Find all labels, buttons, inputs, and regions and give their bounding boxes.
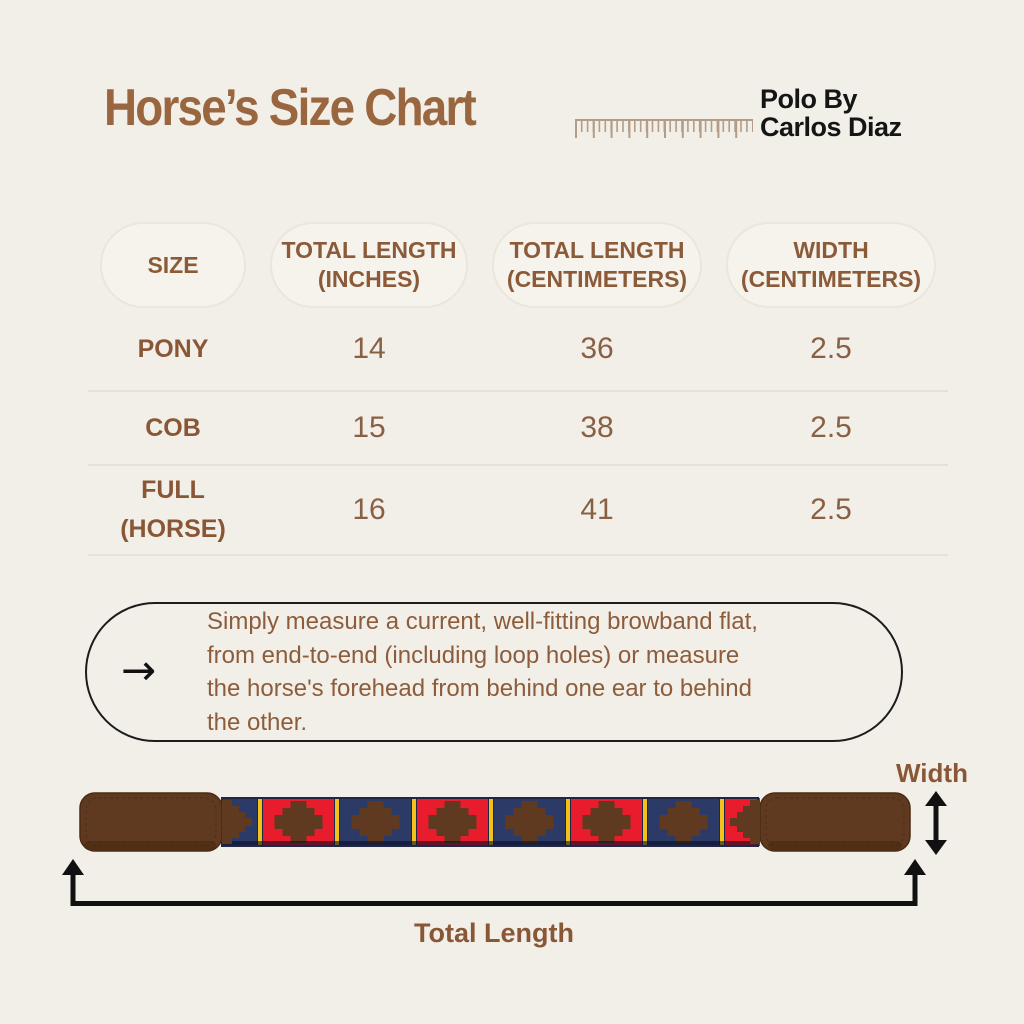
value-cell: 38 — [580, 411, 614, 444]
size-cell: FULL (HORSE) — [120, 476, 226, 543]
page-title: Horse’s Size Chart — [104, 79, 477, 137]
band-pattern — [221, 797, 760, 847]
column-header-label: SIZE — [147, 251, 199, 278]
table-row-pony: PONY 14 36 2.5 — [88, 308, 948, 390]
brand-logo: Polo By Carlos Diaz — [760, 84, 902, 142]
value-cell: 2.5 — [810, 493, 852, 526]
row-divider — [88, 464, 948, 466]
column-header-label: TOTAL LENGTH — [281, 237, 457, 264]
column-header-total-length-inches: TOTAL LENGTH (INCHES) — [270, 222, 468, 308]
measuring-note-text: Simply measure a current, well-fitting b… — [207, 605, 885, 739]
value-cell: 36 — [580, 332, 614, 365]
width-double-arrow-icon — [925, 791, 947, 855]
value-cell: 15 — [352, 411, 386, 444]
leather-end-left — [79, 792, 252, 852]
column-header-unit: (CENTIMETERS) — [740, 266, 922, 292]
column-header-label: TOTAL LENGTH — [509, 237, 685, 264]
row-divider — [88, 554, 948, 556]
total-length-bracket-icon — [62, 859, 926, 906]
note-line: the other. — [207, 708, 308, 736]
value-cell: 2.5 — [810, 332, 852, 365]
size-cell: COB — [145, 413, 201, 442]
total-length-label: Total Length — [414, 918, 574, 948]
brand-line1: Polo By — [760, 84, 858, 114]
measuring-note-box: → Simply measure a current, well-fitting… — [85, 602, 903, 742]
note-line: the horse's forehead from behind one ear… — [207, 675, 752, 702]
column-header-label: WIDTH — [793, 237, 869, 264]
browband-illustration — [79, 792, 911, 852]
column-header-size: SIZE — [100, 222, 246, 308]
right-arrow-icon: → — [121, 645, 157, 695]
table-header-row: SIZE TOTAL LENGTH (INCHES) TOTAL LENGTH … — [88, 222, 948, 308]
column-header-unit: (CENTIMETERS) — [506, 266, 688, 292]
note-line: from end-to-end (including loop holes) o… — [207, 641, 740, 669]
column-header-unit: (INCHES) — [317, 266, 421, 292]
value-cell: 2.5 — [810, 411, 852, 444]
note-line: Simply measure a current, well-fitting b… — [207, 607, 758, 635]
table-row-full-horse: FULL (HORSE) 16 41 2.5 — [88, 466, 948, 554]
size-table: SIZE TOTAL LENGTH (INCHES) TOTAL LENGTH … — [88, 222, 948, 556]
table-row-cob: COB 15 38 2.5 — [88, 392, 948, 464]
column-header-width-cm: WIDTH (CENTIMETERS) — [726, 222, 936, 308]
brand-line2: Carlos Diaz — [760, 111, 902, 142]
column-header-total-length-cm: TOTAL LENGTH (CENTIMETERS) — [492, 222, 702, 308]
value-cell: 16 — [352, 493, 386, 526]
value-cell: 41 — [580, 493, 614, 526]
size-cell: PONY — [137, 334, 209, 363]
width-label: Width — [896, 758, 968, 788]
row-divider — [88, 390, 948, 392]
ruler-icon — [575, 119, 753, 138]
value-cell: 14 — [352, 332, 386, 365]
leather-end-right — [730, 792, 911, 852]
